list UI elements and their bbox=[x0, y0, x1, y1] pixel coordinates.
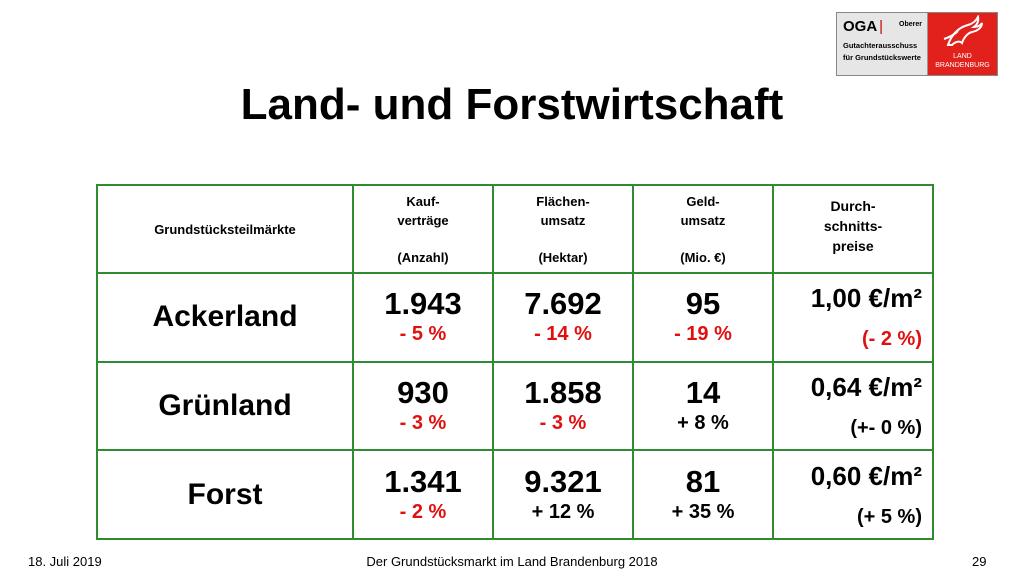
cell-flaeche: 9.321 + 12 % bbox=[492, 449, 634, 540]
table-row-forst: Forst 1.341- 2 % 9.321 + 12 % 81 + 35 % 0,… bbox=[96, 449, 934, 540]
footer-date: 18. Juli 2019 bbox=[28, 554, 102, 569]
cell-geld: 14 + 8 % bbox=[632, 360, 774, 452]
logo-line1: Oberer bbox=[899, 21, 922, 28]
cell-kauf: 1.943- 5 % bbox=[352, 272, 494, 363]
header-kauf: Kauf-verträge (Anzahl) bbox=[352, 184, 494, 274]
cell-preis: 0,64 €/m² (+- 0 %) bbox=[772, 360, 934, 452]
cell-flaeche: 7.692- 14 % bbox=[492, 272, 634, 363]
footer-title: Der Grundstücksmarkt im Land Brandenburg… bbox=[366, 554, 658, 569]
cell-geld: 81 + 35 % bbox=[632, 449, 774, 540]
header-preise: Durch-schnitts-preise bbox=[772, 184, 934, 274]
page-number: 29 bbox=[972, 554, 987, 569]
row-label: Grünland bbox=[96, 360, 354, 452]
brandenburg-emblem: LAND BRANDENBURG bbox=[928, 13, 997, 75]
row-label: Forst bbox=[96, 449, 354, 540]
cell-preis: 0,60 €/m² (+ 5 %) bbox=[772, 449, 934, 540]
header-market: Grundstücksteilmärkte bbox=[96, 184, 354, 274]
logo-text-panel: OGA | Oberer Gutachterausschuss für Grund… bbox=[837, 13, 928, 75]
logo-brandenburg: BRANDENBURG bbox=[935, 62, 990, 69]
row-label: Ackerland bbox=[96, 272, 354, 363]
header-flaeche: Flächen-umsatz (Hektar) bbox=[492, 184, 634, 274]
table-header-row: Grundstücksteilmärkte Kauf-verträge (Anz… bbox=[96, 184, 934, 274]
cell-kauf: 1.341- 2 % bbox=[352, 449, 494, 540]
page-title: Land- und Forstwirtschaft bbox=[240, 80, 784, 129]
logo-line2: Gutachterausschuss bbox=[843, 41, 918, 50]
logo-land: LAND bbox=[953, 53, 972, 60]
cell-preis: 1,00 €/m² (- 2 %) bbox=[772, 272, 934, 363]
table-row-gruenland: Grünland 930- 3 % 1.858- 3 % 14 + 8 % 0,6… bbox=[96, 360, 934, 452]
header-geld: Geld-umsatz (Mio. €) bbox=[632, 184, 774, 274]
eagle-icon bbox=[943, 15, 983, 46]
cell-geld: 95- 19 % bbox=[632, 272, 774, 363]
market-table: Grundstücksteilmärkte Kauf-verträge (Anz… bbox=[96, 184, 934, 540]
table-row-ackerland: Ackerland 1.943- 5 % 7.692- 14 % 95- 19 … bbox=[96, 272, 934, 363]
logo-line3: für Grundstückswerte bbox=[843, 53, 921, 62]
logo-abbr: OGA | bbox=[843, 18, 884, 35]
oga-logo: OGA | Oberer Gutachterausschuss für Grund… bbox=[836, 12, 998, 76]
cell-flaeche: 1.858- 3 % bbox=[492, 360, 634, 452]
cell-kauf: 930- 3 % bbox=[352, 360, 494, 452]
